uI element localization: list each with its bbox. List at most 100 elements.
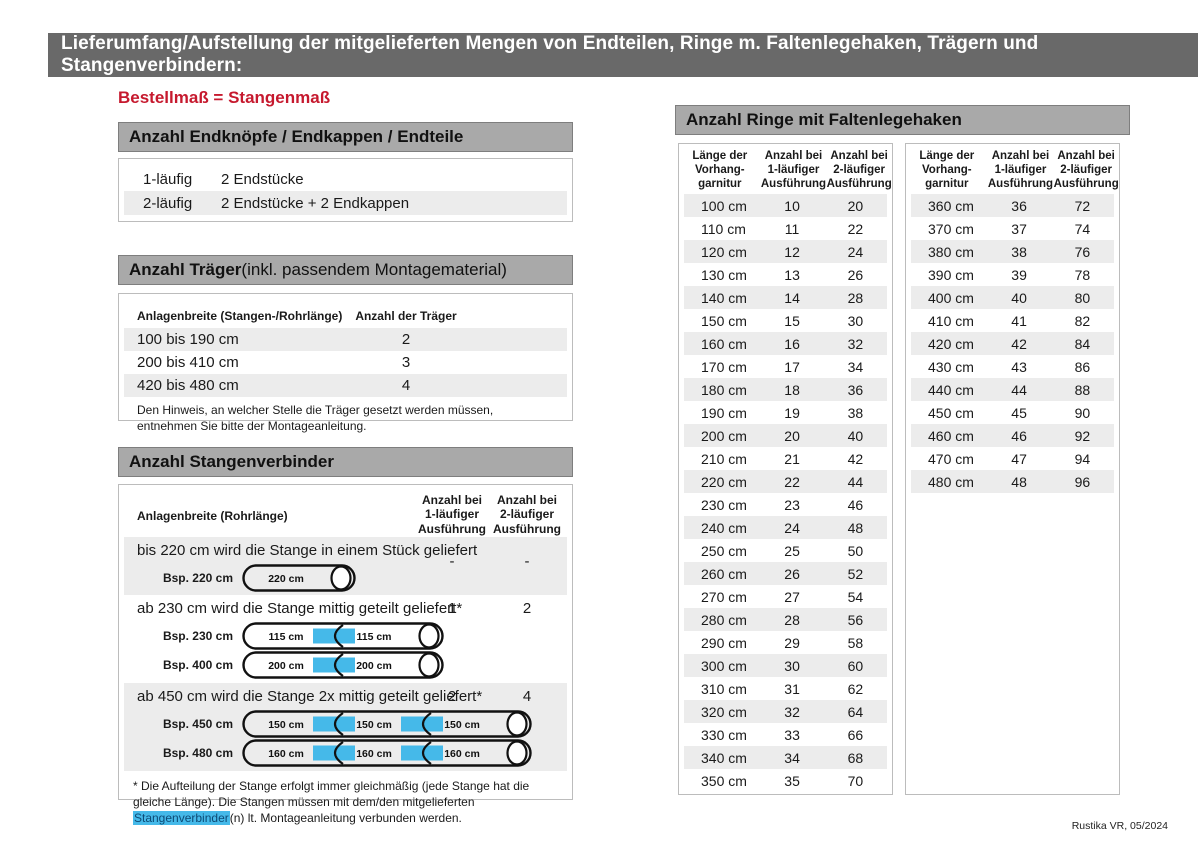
count-1run: 2 <box>447 688 457 705</box>
count-1run: 1 <box>447 600 457 617</box>
traeger-note: Den Hinweis, an welcher Stelle die Träge… <box>137 403 494 433</box>
rings-2run: 36 <box>847 381 864 398</box>
garnitur-length: 380 cm <box>928 243 974 260</box>
rings-1run: 25 <box>784 542 800 559</box>
table-row: 180 cm 18 36 <box>684 378 887 401</box>
table-row: 430 cm 43 86 <box>911 355 1114 378</box>
rings-1run: 45 <box>1011 404 1027 421</box>
garnitur-length: 170 cm <box>701 358 747 375</box>
rod-diagrams: Bsp. 450 cm 150 cm 150 cm 150 cm Bsp. 480 cm… <box>137 709 567 767</box>
verbinder-block-ab230: ab 230 cm wird die Stange mittig geteilt… <box>124 595 567 683</box>
table-row: 200 bis 410 cm 3 <box>124 351 567 374</box>
section-header-endteile: Anzahl Endknöpfe / Endkappen / Endteile <box>118 122 573 152</box>
table-row: 100 cm 10 20 <box>684 194 887 217</box>
table-row: 410 cm 41 82 <box>911 309 1114 332</box>
table-row: 370 cm 37 74 <box>911 217 1114 240</box>
rings-2run: 42 <box>847 450 864 467</box>
rings-2run: 82 <box>1074 312 1091 329</box>
run-type-label: 1-läufig <box>143 170 193 188</box>
rings-1run: 36 <box>1011 197 1027 214</box>
rod-example-label: Bsp. 220 cm <box>162 570 233 585</box>
garnitur-length: 190 cm <box>701 404 747 421</box>
rings-2run: 68 <box>847 749 864 766</box>
column-header-width: Anlagenbreite (Rohrlänge) <box>137 509 288 523</box>
garnitur-length: 100 cm <box>701 197 747 214</box>
rod-segment-length: 150 cm <box>444 719 480 731</box>
rod-joint-arc <box>333 652 344 677</box>
verbinder-block-ab450: ab 450 cm wird die Stange 2x mittig gete… <box>124 683 567 771</box>
table-row: 470 cm 47 94 <box>911 447 1114 470</box>
rod-example-label: Bsp. 400 cm <box>162 657 233 672</box>
rings-2run: 32 <box>847 335 864 352</box>
garnitur-length: 350 cm <box>701 772 747 789</box>
garnitur-length: 450 cm <box>928 404 974 421</box>
rings-1run: 14 <box>784 289 800 306</box>
garnitur-length: 200 cm <box>701 427 747 444</box>
rings-1run: 29 <box>784 634 800 651</box>
count-2run: 2 <box>522 600 532 617</box>
rings-1run: 47 <box>1011 450 1027 467</box>
rings-2run: 38 <box>847 404 864 421</box>
rod-joint-arc <box>333 711 344 736</box>
ringe-table-right: Länge der Vorhang- garnitur Anzahl bei 1… <box>905 143 1120 795</box>
table-row: 390 cm 39 78 <box>911 263 1114 286</box>
table-row: 330 cm 33 66 <box>684 723 887 746</box>
rod-diagrams: Bsp. 220 cm 220 cm <box>137 563 567 592</box>
verbinder-table: Anlagenbreite (Rohrlänge) Anzahl bei 1-l… <box>118 484 573 826</box>
section-title: Anzahl Stangenverbinder <box>129 452 334 471</box>
verbinder-block-bis220: bis 220 cm wird die Stange in einem Stüc… <box>124 537 567 595</box>
section-title: Anzahl Ringe mit Faltenlegehaken <box>686 110 962 129</box>
garnitur-length: 460 cm <box>928 427 974 444</box>
rod-segment-length: 200 cm <box>356 660 392 672</box>
garnitur-length: 230 cm <box>701 496 747 513</box>
rings-1run: 39 <box>1011 266 1027 283</box>
rings-2run: 34 <box>847 358 864 375</box>
column-header-length: Länge der Vorhang- garnitur <box>919 150 975 190</box>
table-row: 290 cm 29 58 <box>684 631 887 654</box>
table-header-row: Länge der Vorhang- garnitur Anzahl bei 1… <box>679 144 892 194</box>
rings-1run: 21 <box>784 450 800 467</box>
rings-1run: 24 <box>784 519 800 536</box>
garnitur-length: 320 cm <box>701 703 747 720</box>
traeger-count: 2 <box>401 331 411 348</box>
rings-2run: 24 <box>847 243 864 260</box>
rod-segment-length: 115 cm <box>356 631 391 643</box>
table-row: 350 cm 35 70 <box>684 769 887 792</box>
section-title-suffix: (inkl. passendem Montagematerial) <box>241 260 507 279</box>
rings-1run: 19 <box>784 404 800 421</box>
rod-segment-length: 150 cm <box>356 719 392 731</box>
table-row: 280 cm 28 56 <box>684 608 887 631</box>
rings-2run: 74 <box>1074 220 1091 237</box>
table-row: 210 cm 21 42 <box>684 447 887 470</box>
section-header-verbinder: Anzahl Stangenverbinder <box>118 447 573 477</box>
garnitur-length: 260 cm <box>701 565 747 582</box>
table-row: 310 cm 31 62 <box>684 677 887 700</box>
run-type-value: 2 Endstücke <box>221 170 304 188</box>
table-row: 1-läufig 2 Endstücke <box>124 167 567 191</box>
section-header-traeger: Anzahl Träger (inkl. passendem Montagema… <box>118 255 573 285</box>
count-1run: - <box>449 553 455 570</box>
rings-1run: 43 <box>1011 358 1027 375</box>
column-header-length: Länge der Vorhang- garnitur <box>692 150 748 190</box>
column-header-1run: Anzahl bei 1-läufiger Ausführung <box>418 493 486 536</box>
footnote-highlight: Stangenverbinder <box>133 811 230 826</box>
table-row: 170 cm 17 34 <box>684 355 887 378</box>
rod-example-row: Bsp. 450 cm 150 cm 150 cm 150 cm <box>137 709 567 738</box>
rod-end-cap <box>418 622 440 649</box>
rings-1run: 31 <box>784 680 800 697</box>
table-row: 230 cm 23 46 <box>684 493 887 516</box>
page-title-bar: Lieferumfang/Aufstellung der mitgeliefer… <box>48 33 1198 77</box>
order-size-note: Bestellmaß = Stangenmaß <box>118 88 331 107</box>
table-row: 130 cm 13 26 <box>684 263 887 286</box>
table-row: 140 cm 14 28 <box>684 286 887 309</box>
rod-example-label: Bsp. 450 cm <box>162 716 233 731</box>
rings-1run: 28 <box>784 611 800 628</box>
garnitur-length: 130 cm <box>701 266 747 283</box>
rings-1run: 15 <box>784 312 800 329</box>
garnitur-length: 120 cm <box>701 243 747 260</box>
rings-2run: 44 <box>847 473 864 490</box>
rings-2run: 64 <box>847 703 864 720</box>
rod-end-cap <box>330 564 352 591</box>
rings-1run: 18 <box>784 381 800 398</box>
garnitur-length: 480 cm <box>928 473 974 490</box>
